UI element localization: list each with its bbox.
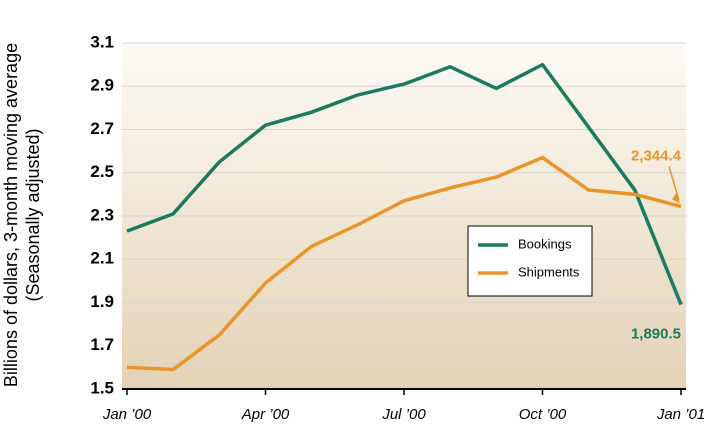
line-series [126, 62, 683, 306]
data-label: 2,344.4 [631, 147, 682, 164]
x-tick-label: Jan ’00 [102, 406, 152, 423]
y-axis-label: Billions of dollars, 3-month moving aver… [1, 43, 21, 387]
x-tick-label: Apr ’00 [241, 406, 290, 423]
y-tick-label: 2.1 [90, 249, 114, 268]
y-tick-label: 1.5 [90, 378, 114, 397]
y-tick-label: 2.3 [90, 205, 114, 224]
x-tick-label: Jan ’01 [656, 406, 705, 423]
annotation-arrowhead [672, 193, 680, 204]
data-label: 1,890.5 [631, 326, 681, 343]
y-tick-label: 3.1 [90, 32, 114, 51]
y-tick-label: 2.5 [90, 162, 114, 181]
y-tick-label: 2.9 [90, 76, 114, 95]
y-tick-label: 2.7 [90, 119, 114, 138]
legend-box [467, 225, 593, 297]
annotation-arrow [668, 166, 680, 201]
legend-label: Bookings [518, 236, 572, 251]
legend-label: Shipments [518, 264, 580, 279]
y-axis-label: (Seasonally adjusted) [23, 128, 43, 301]
y-tick-label: 1.7 [90, 335, 114, 354]
x-tick-label: Oct ’00 [519, 406, 567, 423]
y-tick-label: 1.9 [90, 292, 114, 311]
x-tick-label: Jul ’00 [381, 406, 426, 423]
line-series [126, 155, 682, 372]
